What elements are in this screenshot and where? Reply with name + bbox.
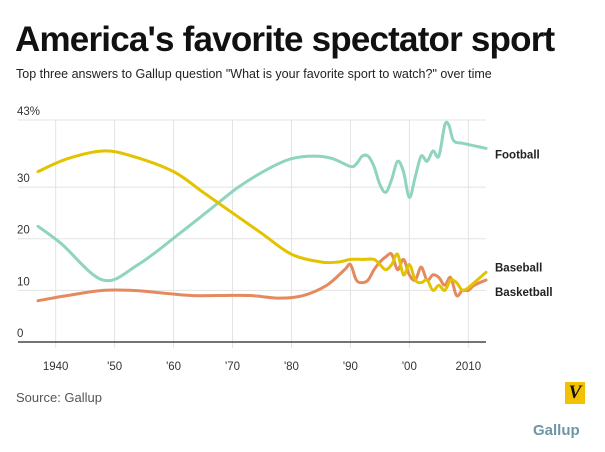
series-line-football	[36, 120, 488, 283]
x-tick-label: 2010	[456, 361, 482, 373]
x-tick-label: '80	[284, 361, 299, 373]
series-label-football: Football	[495, 149, 540, 161]
axis-ticks: 0 10 20 30 43% 1940 '50 '60 '70 '80 '90 '00 2010	[17, 106, 486, 373]
chart-subtitle: Top three answers to Gallup question "Wh…	[16, 67, 492, 81]
series-label-baseball: Baseball	[495, 262, 542, 274]
y-tick-label: 10	[17, 276, 30, 288]
x-tick-label: '70	[225, 361, 240, 373]
y-tick-label: 30	[17, 173, 30, 185]
series-line-basketball	[36, 252, 488, 303]
x-tick-label: '90	[343, 361, 358, 373]
series-lines	[36, 120, 488, 303]
source-note: Source: Gallup	[16, 390, 102, 405]
x-tick-label: '50	[107, 361, 122, 373]
y-tick-label: 20	[17, 225, 30, 237]
series-label-basketball: Basketball	[495, 287, 553, 299]
vox-logo: V	[565, 382, 585, 404]
x-tick-label: 1940	[43, 361, 69, 373]
x-tick-label: '60	[166, 361, 181, 373]
y-tick-label: 43%	[17, 106, 40, 118]
x-tick-label: '00	[402, 361, 417, 373]
series-line-baseball	[36, 149, 488, 293]
credit-label: Gallup	[533, 422, 580, 439]
series-labels: Football Baseball Basketball	[495, 149, 553, 299]
y-tick-label: 0	[17, 328, 23, 340]
chart-title: America's favorite spectator sport	[15, 20, 555, 59]
